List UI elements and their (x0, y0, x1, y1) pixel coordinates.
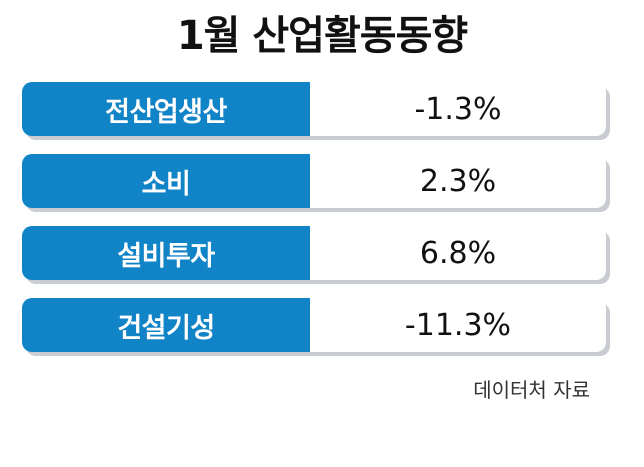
row-label: 설비투자 (22, 226, 310, 280)
row-label: 건설기성 (22, 298, 310, 352)
row-box: 소비 2.3% (22, 154, 606, 208)
chart-title: 1월 산업활동동향 (176, 13, 468, 59)
row-box: 건설기성 -11.3% (22, 298, 606, 352)
row-box: 설비투자 6.8% (22, 226, 606, 280)
row-value: 6.8% (419, 235, 497, 271)
table-row-consumption: 소비 2.3% (22, 154, 610, 212)
table-row-facility-investment: 설비투자 6.8% (22, 226, 610, 284)
table-row-total-production: 전산업생산 -1.3% (22, 82, 610, 140)
source-note: 데이터처 자료 (473, 378, 590, 402)
indicator-table: 전산업생산 -1.3% 소비 2.3% 설비투자 6.8% 건설기성 -11.3… (22, 82, 610, 370)
row-value: 2.3% (419, 163, 497, 199)
table-row-construction: 건설기성 -11.3% (22, 298, 610, 356)
row-label: 소비 (22, 154, 310, 208)
row-label: 전산업생산 (22, 82, 310, 136)
row-value: -11.3% (404, 307, 512, 343)
row-value: -1.3% (414, 91, 502, 127)
row-box: 전산업생산 -1.3% (22, 82, 606, 136)
